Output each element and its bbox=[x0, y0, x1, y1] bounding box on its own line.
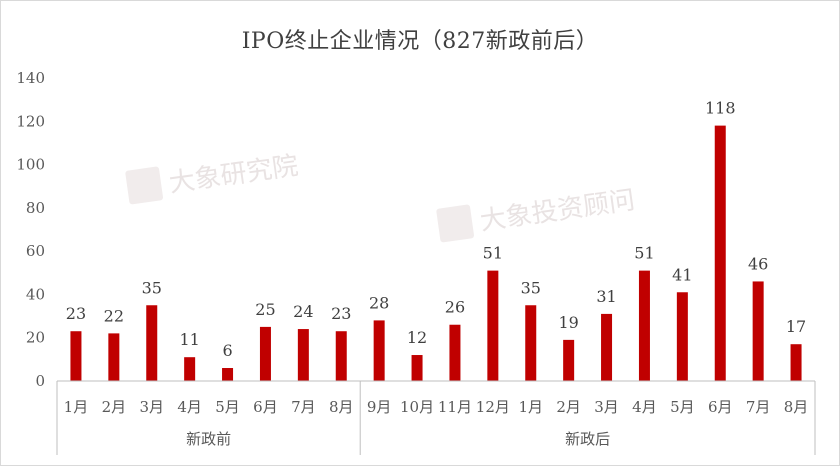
data-label: 46 bbox=[748, 254, 768, 273]
watermark-2: 大象投资顾问 bbox=[436, 185, 637, 243]
bar bbox=[525, 305, 537, 381]
bar bbox=[752, 281, 764, 381]
data-label: 24 bbox=[293, 302, 313, 321]
x-tick-label: 2月 bbox=[556, 398, 581, 416]
y-tick-label: 20 bbox=[26, 329, 45, 347]
bar bbox=[222, 368, 234, 381]
bar bbox=[563, 339, 575, 381]
y-tick-label: 120 bbox=[16, 112, 45, 130]
data-label: 12 bbox=[407, 328, 427, 347]
data-label: 25 bbox=[255, 300, 275, 319]
bar bbox=[714, 125, 726, 381]
x-tick-label: 4月 bbox=[632, 398, 657, 416]
bar bbox=[146, 305, 158, 381]
x-tick-label: 3月 bbox=[594, 398, 619, 416]
watermark-text: 大象投资顾问 bbox=[478, 185, 637, 236]
x-tick-label: 12月 bbox=[476, 398, 510, 416]
x-tick-label: 2月 bbox=[102, 398, 127, 416]
x-tick-label: 1月 bbox=[518, 398, 543, 416]
watermark-1: 大象研究院 bbox=[125, 151, 300, 205]
data-label: 51 bbox=[483, 244, 503, 263]
data-label: 118 bbox=[705, 99, 736, 118]
bar bbox=[411, 355, 423, 381]
group-label: 新政后 bbox=[565, 430, 610, 448]
data-label: 17 bbox=[786, 317, 806, 336]
bar bbox=[790, 344, 802, 381]
x-tick-label: 1月 bbox=[64, 398, 89, 416]
data-label: 35 bbox=[521, 278, 541, 297]
y-tick-label: 140 bbox=[16, 69, 45, 87]
x-tick-label: 9月 bbox=[367, 398, 392, 416]
data-label: 31 bbox=[596, 287, 616, 306]
data-label: 41 bbox=[672, 265, 692, 284]
watermark-logo-icon bbox=[125, 166, 164, 205]
y-tick-label: 100 bbox=[16, 156, 45, 174]
bar bbox=[373, 320, 385, 381]
data-label: 26 bbox=[445, 298, 465, 317]
data-label: 22 bbox=[104, 306, 124, 325]
data-label: 11 bbox=[179, 330, 199, 349]
data-label: 23 bbox=[331, 304, 351, 323]
bar bbox=[259, 326, 271, 381]
bar bbox=[184, 357, 196, 381]
data-label: 6 bbox=[222, 341, 232, 360]
bar bbox=[335, 331, 347, 381]
data-label: 51 bbox=[634, 244, 654, 263]
group-label: 新政前 bbox=[186, 430, 231, 448]
bar bbox=[638, 270, 650, 381]
data-label: 28 bbox=[369, 293, 389, 312]
x-tick-label: 7月 bbox=[291, 398, 316, 416]
x-tick-label: 4月 bbox=[177, 398, 202, 416]
x-tick-label: 11月 bbox=[438, 398, 472, 416]
watermark-logo-icon bbox=[436, 204, 475, 243]
bar bbox=[601, 313, 613, 381]
x-tick-label: 7月 bbox=[746, 398, 771, 416]
x-tick-label: 5月 bbox=[670, 398, 695, 416]
x-tick-label: 3月 bbox=[139, 398, 164, 416]
bar bbox=[108, 333, 120, 381]
x-tick-label: 8月 bbox=[329, 398, 354, 416]
x-tick-label: 5月 bbox=[215, 398, 240, 416]
y-tick-label: 60 bbox=[26, 242, 45, 260]
x-tick-label: 10月 bbox=[400, 398, 434, 416]
x-tick-label: 8月 bbox=[784, 398, 809, 416]
y-tick-label: 80 bbox=[26, 199, 45, 217]
bar bbox=[487, 270, 499, 381]
chart-title: IPO终止企业情况（827新政前后） bbox=[241, 29, 599, 54]
bar bbox=[449, 324, 461, 381]
x-tick-label: 6月 bbox=[253, 398, 278, 416]
data-label: 35 bbox=[142, 278, 162, 297]
bar bbox=[70, 331, 82, 381]
y-tick-label: 40 bbox=[26, 285, 45, 303]
bar bbox=[297, 329, 309, 381]
data-label: 23 bbox=[66, 304, 86, 323]
data-label: 19 bbox=[558, 313, 578, 332]
watermark-text: 大象研究院 bbox=[167, 151, 300, 199]
bar bbox=[676, 292, 688, 381]
x-tick-label: 6月 bbox=[708, 398, 733, 416]
y-tick-label: 0 bbox=[35, 372, 45, 390]
